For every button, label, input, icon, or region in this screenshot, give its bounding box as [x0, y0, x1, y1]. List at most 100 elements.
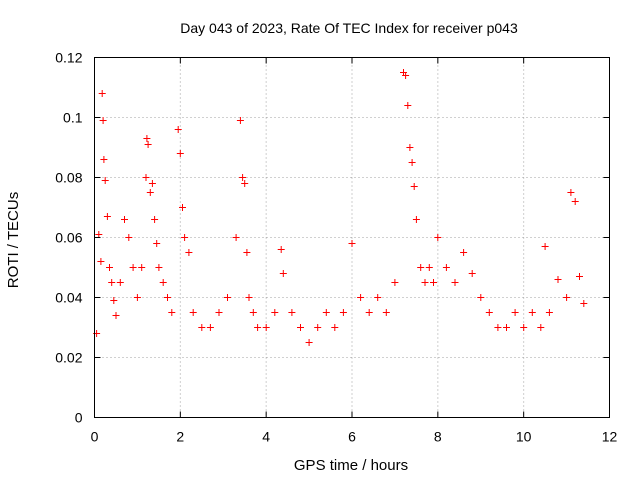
- data-point: [232, 234, 240, 241]
- data-point: [412, 216, 420, 223]
- data-points: [93, 69, 588, 346]
- data-point: [322, 309, 330, 316]
- data-point: [503, 324, 510, 331]
- data-point: [279, 270, 287, 277]
- data-point: [348, 240, 356, 247]
- x-tick-label: 6: [348, 429, 356, 445]
- data-point: [148, 180, 156, 187]
- data-point: [434, 234, 442, 241]
- data-point: [215, 309, 223, 316]
- data-point: [288, 309, 296, 316]
- data-point: [146, 189, 154, 196]
- x-tick-label: 10: [516, 429, 532, 445]
- y-tick-label: 0.08: [55, 170, 82, 186]
- data-point: [404, 102, 412, 109]
- data-point: [138, 264, 146, 271]
- data-point: [133, 294, 141, 301]
- data-point: [144, 141, 152, 148]
- data-point: [241, 180, 249, 187]
- data-point: [151, 216, 159, 223]
- data-point: [554, 276, 562, 283]
- data-point: [143, 135, 151, 142]
- data-point: [563, 294, 571, 301]
- data-point: [382, 309, 390, 316]
- data-point: [179, 204, 186, 211]
- y-tick-label: 0: [75, 410, 83, 426]
- data-point: [425, 264, 433, 271]
- data-point: [116, 279, 124, 286]
- y-tick-label: 0.12: [55, 50, 82, 66]
- y-tick-label: 0.02: [55, 350, 82, 366]
- data-point: [528, 309, 536, 316]
- data-point: [451, 279, 459, 286]
- data-point: [198, 324, 206, 331]
- data-point: [103, 213, 111, 220]
- grid: [94, 57, 610, 418]
- data-point: [477, 294, 485, 301]
- data-point: [95, 231, 103, 238]
- data-point: [430, 279, 437, 286]
- data-point: [511, 309, 519, 316]
- data-point: [417, 264, 425, 271]
- x-tick-label: 8: [434, 429, 442, 445]
- data-point: [142, 174, 150, 181]
- data-point: [174, 126, 182, 133]
- y-tick-label: 0.06: [55, 230, 82, 246]
- data-point: [314, 324, 322, 331]
- data-point: [494, 324, 502, 331]
- chart-title: Day 043 of 2023, Rate Of TEC Index for r…: [180, 20, 518, 36]
- data-point: [164, 294, 171, 301]
- x-tick-label: 12: [602, 429, 618, 445]
- data-point: [262, 324, 270, 331]
- x-tick-label: 4: [262, 429, 270, 445]
- data-point: [421, 279, 429, 286]
- data-point: [406, 144, 414, 151]
- data-point: [331, 324, 339, 331]
- data-point: [245, 294, 253, 301]
- data-point: [101, 177, 109, 184]
- data-point: [365, 309, 373, 316]
- data-point: [112, 312, 120, 319]
- data-point: [185, 249, 193, 256]
- data-point: [402, 72, 410, 79]
- y-tick-label: 0.04: [55, 290, 82, 306]
- data-point: [410, 183, 418, 190]
- data-point: [391, 279, 399, 286]
- data-point: [239, 174, 247, 181]
- axis-ticks: 0 0.02 0.04 0.06 0.08 0.1 0.12 0 2 4 6 8 10 12: [55, 50, 617, 445]
- data-point: [339, 309, 347, 316]
- data-point: [189, 309, 197, 316]
- data-point: [357, 294, 365, 301]
- data-point: [460, 249, 468, 256]
- data-point: [97, 258, 105, 265]
- data-point: [442, 264, 450, 271]
- data-point: [580, 300, 588, 307]
- data-point: [576, 273, 583, 280]
- x-tick-label: 2: [176, 429, 184, 445]
- data-point: [99, 117, 107, 124]
- x-axis-label: GPS time / hours: [294, 457, 408, 474]
- data-point: [297, 324, 304, 331]
- data-point: [541, 243, 549, 250]
- data-point: [155, 264, 163, 271]
- data-point: [271, 309, 279, 316]
- data-point: [106, 264, 113, 271]
- data-point: [108, 279, 116, 286]
- data-point: [98, 90, 106, 97]
- data-point: [408, 159, 416, 166]
- data-point: [567, 189, 575, 196]
- data-point: [153, 240, 161, 247]
- data-point: [224, 294, 231, 301]
- data-point: [236, 117, 244, 124]
- data-point: [545, 309, 553, 316]
- data-point: [176, 150, 184, 157]
- data-point: [168, 309, 176, 316]
- data-point: [110, 297, 118, 304]
- data-point: [206, 324, 214, 331]
- data-point: [181, 234, 189, 241]
- data-point: [121, 216, 128, 223]
- data-point: [277, 246, 285, 253]
- data-point: [537, 324, 545, 331]
- data-point: [125, 234, 133, 241]
